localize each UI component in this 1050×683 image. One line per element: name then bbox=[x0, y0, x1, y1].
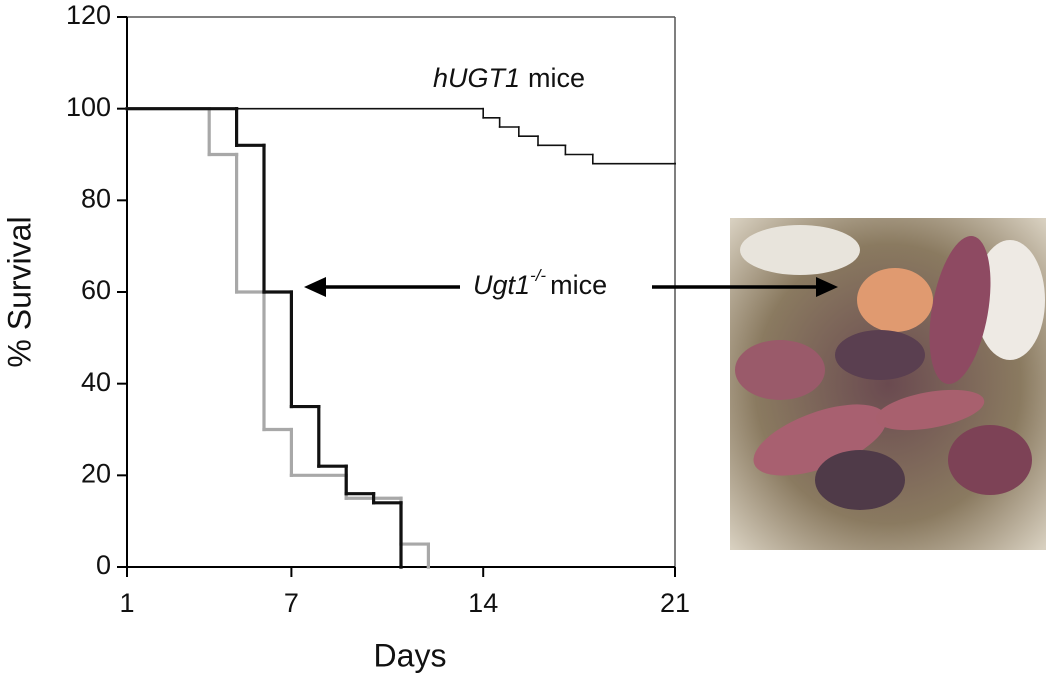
annotation-text: mice bbox=[528, 63, 585, 93]
y-tick-label: 120 bbox=[66, 0, 111, 30]
y-axis-label: % Survival bbox=[1, 216, 37, 367]
x-tick-label: 7 bbox=[284, 588, 299, 618]
plot-area: 0 20 40 60 80 100 120 1 7 14 21 bbox=[66, 0, 690, 618]
x-tick-label: 14 bbox=[468, 588, 498, 618]
annotation-text: mice bbox=[550, 270, 607, 300]
annotation: Ugt1-/- mice bbox=[473, 266, 607, 300]
x-tick-label: 21 bbox=[660, 588, 690, 618]
annotation-gene: hUGT1 bbox=[433, 63, 520, 93]
annotation-arrows bbox=[304, 277, 838, 297]
annotation: hUGT1 mice bbox=[433, 63, 585, 93]
x-tick-label: 1 bbox=[119, 588, 134, 618]
y-tick-label: 40 bbox=[81, 367, 111, 397]
annotation-gene: Ugt1 bbox=[473, 270, 530, 300]
y-tick-label: 0 bbox=[96, 550, 111, 580]
y-tick-label: 100 bbox=[66, 92, 111, 122]
annotation-superscript: -/- bbox=[530, 266, 546, 285]
photo bbox=[730, 218, 1046, 550]
y-tick-label: 80 bbox=[81, 183, 111, 213]
x-axis-label: Days bbox=[374, 637, 447, 673]
y-tick-label: 60 bbox=[81, 275, 111, 305]
y-tick-label: 20 bbox=[81, 458, 111, 488]
